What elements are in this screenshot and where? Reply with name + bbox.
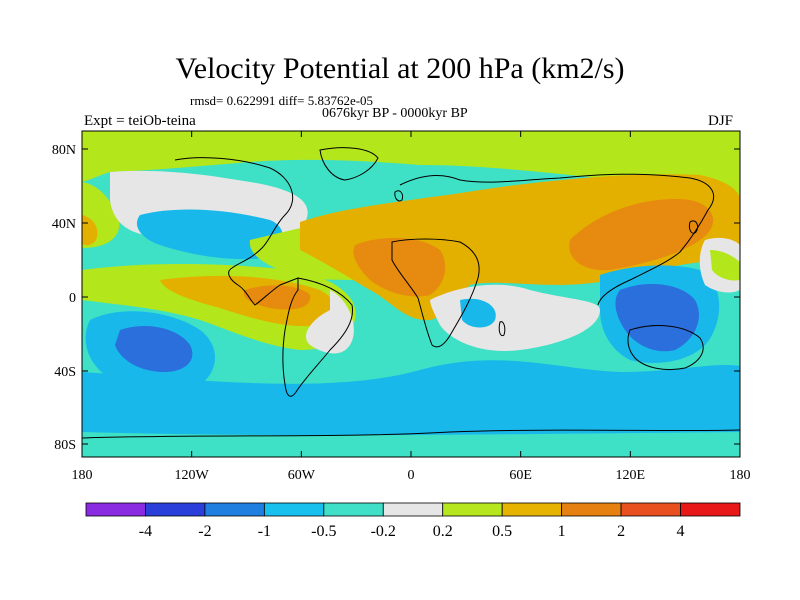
lat-tick-label: 80N: [52, 143, 76, 158]
colorbar-swatch: [323, 502, 384, 517]
colorbar-swatch: [680, 502, 741, 517]
lon-tick-label: 120E: [616, 468, 646, 483]
coastline-africa: [391, 238, 480, 348]
field-atlantic-grey: [306, 290, 354, 354]
period-label: 0676kyr BP - 0000kyr BP: [322, 106, 468, 121]
field-arctic-green: [82, 131, 740, 205]
colorbar-swatch: [442, 502, 503, 517]
colorbar-swatch: [263, 502, 325, 517]
map-title: Velocity Potential at 200 hPa (km2/s): [175, 52, 625, 85]
field-indian-cyan: [460, 298, 496, 328]
experiment-label: Expt = teiOb-teina: [84, 113, 196, 129]
colorbar-label: -4: [139, 523, 152, 540]
coastlines: [82, 147, 740, 439]
coastline-madagascar: [498, 321, 506, 337]
coastline-greenland: [319, 147, 379, 181]
lon-tick-label: 60W: [288, 468, 316, 483]
colorbar-label: -1: [258, 523, 271, 540]
colorbar: -4 -2 -1 -0.5 -0.2 0.2 0.5 1 2 4: [85, 502, 741, 540]
coastline-antarctica: [82, 429, 740, 439]
colorbar-swatch: [620, 502, 681, 517]
colorbar-label: -2: [198, 523, 211, 540]
lat-tick-label: 40N: [52, 217, 76, 232]
coastline-australia: [627, 325, 704, 371]
lat-tick-label: 0: [69, 291, 76, 306]
lon-tick-label: 60E: [509, 468, 532, 483]
colorbar-swatch: [382, 502, 444, 517]
colorbar-swatch: [204, 502, 265, 517]
coastline-japan: [689, 220, 699, 234]
field-samerica-maximum: [243, 285, 311, 310]
field-southpacific-minimum: [115, 325, 193, 372]
lon-tick-label: 0: [408, 468, 415, 483]
rmsd-diff-label: rmsd= 0.622991 diff= 5.83762e-05: [190, 93, 374, 108]
coastline-south-america: [282, 277, 354, 397]
contour-fill-layer: [82, 131, 740, 457]
colorbar-label: -0.2: [371, 523, 396, 540]
lon-tick-label: 180: [730, 468, 751, 483]
coastline-british-isles: [394, 190, 403, 202]
field-eastasia-maximum: [569, 199, 714, 271]
colorbar-swatch: [145, 502, 206, 517]
axis-layer: 80N 40N 0 40S 80S 180 120W 60W 0 60E 120E 180: [52, 131, 751, 483]
field-maritime-minimum: [615, 284, 699, 352]
field-eastpacific-green: [710, 250, 740, 281]
colorbar-label: 4: [677, 523, 685, 540]
colorbar-label: 0.2: [433, 523, 453, 540]
field-polar-strip: [82, 432, 740, 457]
colorbar-label: 1: [558, 523, 566, 540]
coastline-eurasia: [399, 173, 714, 306]
colorbar-swatch: [85, 502, 146, 517]
colorbar-swatch: [501, 502, 563, 517]
lon-tick-label: 120W: [175, 468, 210, 483]
field-africa-maximum: [353, 238, 446, 297]
field-namerica-cyan: [136, 209, 283, 260]
lat-tick-label: 80S: [54, 438, 76, 453]
colorbar-label: -0.5: [311, 523, 336, 540]
field-southern-cyan: [82, 360, 740, 457]
colorbar-label: 0.5: [492, 523, 512, 540]
colorbar-label: 2: [617, 523, 625, 540]
lon-tick-label: 180: [72, 468, 93, 483]
colorbar-swatch: [561, 502, 622, 517]
season-label: DJF: [708, 113, 734, 129]
lat-tick-label: 40S: [54, 365, 76, 380]
coastline-north-america: [174, 157, 299, 306]
